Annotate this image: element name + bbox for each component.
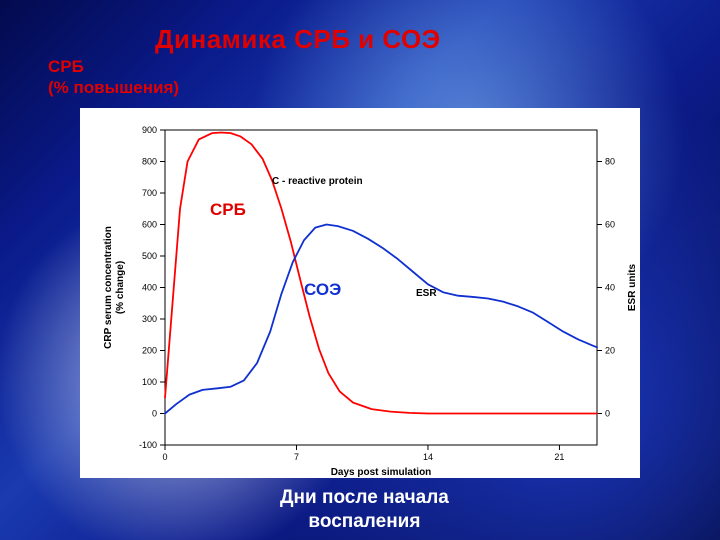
svg-text:21: 21 (554, 452, 564, 462)
svg-text:0: 0 (605, 409, 610, 419)
svg-text:CRP serum concentration(% chan: CRP serum concentration(% change) (103, 226, 126, 349)
x-axis-overlay-label: Дни после начала воспаления (280, 486, 449, 534)
series-label-crp: СРБ (210, 200, 246, 220)
svg-text:60: 60 (605, 220, 615, 230)
svg-text:ESR units: ESR units (627, 263, 638, 311)
svg-text:7: 7 (294, 452, 299, 462)
svg-text:100: 100 (142, 377, 157, 387)
svg-text:800: 800 (142, 157, 157, 167)
svg-text:200: 200 (142, 346, 157, 356)
svg-text:400: 400 (142, 283, 157, 293)
svg-text:0: 0 (152, 409, 157, 419)
svg-text:0: 0 (162, 452, 167, 462)
svg-text:900: 900 (142, 125, 157, 135)
svg-text:300: 300 (142, 314, 157, 324)
chart-svg: -100010020030040050060070080090002040608… (0, 0, 720, 540)
slide-root: Динамика СРБ и СОЭ СРБ (% повышения) -10… (0, 0, 720, 540)
svg-text:80: 80 (605, 157, 615, 167)
x-axis-overlay-line1: Дни после начала (280, 486, 449, 510)
svg-text:14: 14 (423, 452, 433, 462)
svg-text:500: 500 (142, 251, 157, 261)
svg-text:-100: -100 (139, 440, 157, 450)
svg-text:700: 700 (142, 188, 157, 198)
svg-text:20: 20 (605, 346, 615, 356)
inner-label-crp: C - reactive protein (272, 176, 363, 187)
inner-label-esr: ESR (416, 288, 437, 299)
svg-text:Days post simulation: Days post simulation (331, 467, 432, 478)
svg-text:600: 600 (142, 220, 157, 230)
series-label-esr: СОЭ (304, 280, 341, 300)
svg-text:40: 40 (605, 283, 615, 293)
x-axis-overlay-line2: воспаления (280, 510, 449, 534)
